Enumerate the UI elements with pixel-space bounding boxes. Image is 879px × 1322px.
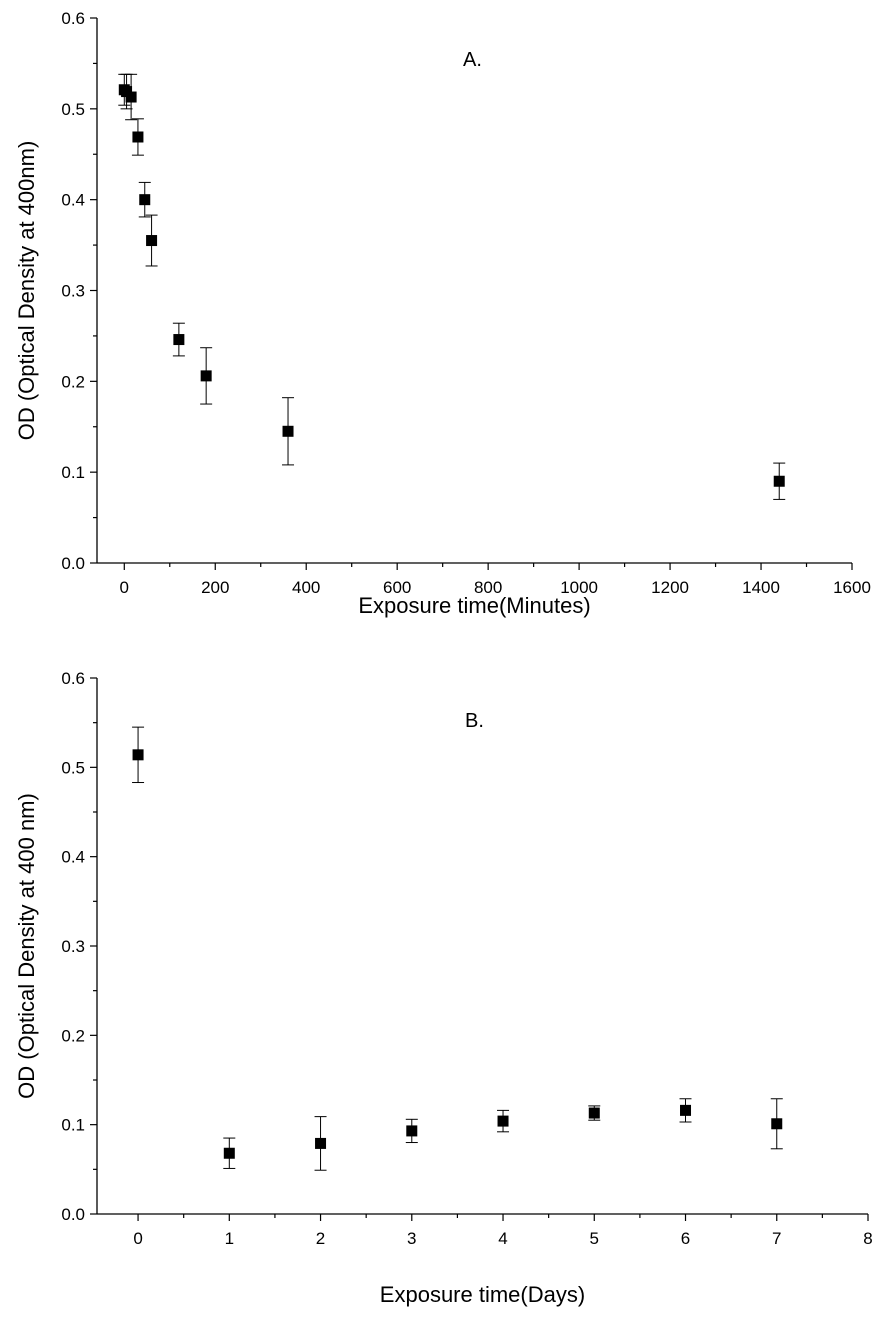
x-tick-label: 1200 (651, 578, 689, 597)
data-point (497, 1115, 509, 1127)
x-tick-label: 0 (120, 578, 129, 597)
panel-label: A. (463, 49, 482, 71)
y-tick-label: 0.4 (61, 848, 85, 867)
x-tick-label: 1600 (833, 578, 871, 597)
x-tick-label: 600 (383, 578, 411, 597)
x-tick-label: 200 (201, 578, 229, 597)
x-tick-label: 1 (225, 1229, 234, 1248)
y-tick-label: 0.2 (61, 372, 85, 391)
data-point (125, 91, 137, 103)
y-axis-title: OD (Optical Density at 400 nm) (14, 793, 39, 1099)
data-point (315, 1137, 327, 1149)
y-tick-label: 0.0 (61, 1205, 85, 1224)
x-tick-label: 800 (474, 578, 502, 597)
panel-b: 0.0 0.1 0.2 0.3 0.4 0.5 0.6 0 1 2 3 4 5 6 7 8 Exposure t… (14, 669, 873, 1307)
y-tick-label: 0.6 (61, 669, 85, 688)
data-point (132, 749, 144, 761)
data-point (146, 235, 158, 247)
data-point (282, 425, 294, 437)
data-point (406, 1125, 418, 1137)
x-axis-title: Exposure time(Minutes) (358, 593, 590, 618)
y-tick-label: 0.0 (61, 554, 85, 573)
y-tick-label: 0.1 (61, 1116, 85, 1135)
y-tick-label: 0.6 (61, 9, 85, 28)
y-tick-label: 0.2 (61, 1026, 85, 1045)
data-point (588, 1107, 600, 1119)
panel-a: 0.0 0.1 0.2 0.3 0.4 0.5 0.6 0 200 400 600 800 1000 12… (14, 9, 871, 618)
x-tick-label: 8 (863, 1229, 872, 1248)
x-tick-label: 0 (133, 1229, 142, 1248)
data-point (223, 1147, 235, 1159)
y-tick-label: 0.5 (61, 100, 85, 119)
x-tick-label: 3 (407, 1229, 416, 1248)
x-tick-label: 5 (590, 1229, 599, 1248)
data-point (200, 370, 212, 382)
data-point (132, 131, 144, 143)
data-point (773, 475, 785, 487)
data-point (680, 1104, 692, 1116)
y-tick-label: 0.1 (61, 463, 85, 482)
x-axis-title: Exposure time(Days) (380, 1282, 585, 1307)
y-tick-label: 0.3 (61, 282, 85, 301)
x-tick-label: 6 (681, 1229, 690, 1248)
y-tick-label: 0.3 (61, 937, 85, 956)
x-tick-label: 4 (498, 1229, 507, 1248)
x-tick-label: 1000 (560, 578, 598, 597)
data-point (771, 1118, 783, 1130)
y-tick-label: 0.5 (61, 758, 85, 777)
panel-label: B. (465, 710, 484, 732)
data-point (173, 334, 185, 346)
y-tick-label: 0.4 (61, 191, 85, 210)
x-tick-label: 7 (772, 1229, 781, 1248)
data-point (139, 194, 151, 206)
y-axis-title: OD (Optical Density at 400nm) (14, 141, 39, 441)
x-tick-label: 1400 (742, 578, 780, 597)
x-tick-label: 2 (316, 1229, 325, 1248)
x-tick-label: 400 (292, 578, 320, 597)
